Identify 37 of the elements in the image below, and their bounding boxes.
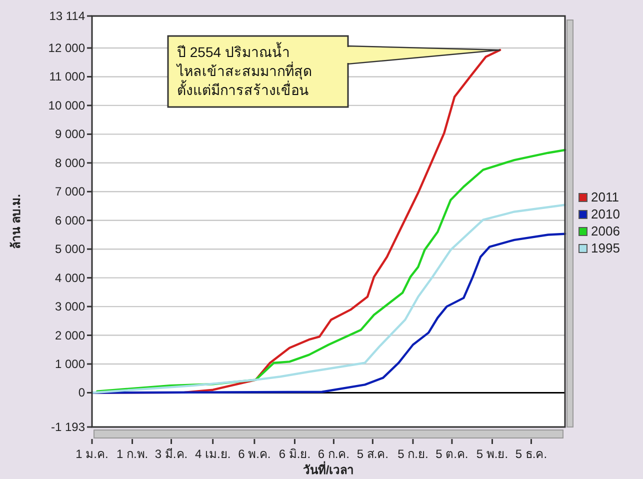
y-tick-label: 13 114 xyxy=(49,9,86,23)
y-tick-label: 9 000 xyxy=(54,127,86,142)
x-axis-title: วันที่/เวลา xyxy=(302,461,354,477)
x-tick-label: 1 ก.พ. xyxy=(116,447,148,461)
x-tick-label: 6 พ.ค. xyxy=(238,447,271,461)
legend-label: 2006 xyxy=(591,224,620,238)
y-tick-label: 8 000 xyxy=(54,156,86,170)
x-tick-label: 4 เม.ย. xyxy=(195,447,231,461)
line-series xyxy=(90,204,566,394)
y-tick-label: 1 000 xyxy=(54,357,86,371)
legend-label: 2011 xyxy=(591,190,619,204)
line-series xyxy=(96,148,566,392)
y-tick-label: 5 000 xyxy=(54,242,86,256)
x-tick-label: 1 ม.ค. xyxy=(76,447,108,461)
y-tick-label: 0 xyxy=(78,386,86,400)
y-tick-label: 4 000 xyxy=(54,270,86,285)
x-tick-label: 5 ก.ย. xyxy=(398,447,428,461)
y-axis-title: ล้าน ลบ.ม. xyxy=(9,194,23,250)
y-tick-label: 2 000 xyxy=(54,328,86,342)
y-tick-label: 7 000 xyxy=(54,184,86,199)
x-tick-label: 5 ต.ค. xyxy=(436,447,468,461)
x-tick-label: 6 ก.ค. xyxy=(318,447,350,461)
y-tick-label: 6 000 xyxy=(54,213,86,228)
x-tick-label: 5 ส.ค. xyxy=(356,447,389,461)
x-tick-label: 6 มิ.ย. xyxy=(278,447,311,461)
annotation: ปี 2554 ปริมาณน้ำ ไหลเข้าสะสมมากที่สุด ตั้งแต่มีการสร้างเขื่อน xyxy=(176,42,312,98)
y-tick-label: 12 000 xyxy=(48,41,86,55)
y-tick-label: -1 193 xyxy=(50,420,86,434)
y-tick-label: 10 000 xyxy=(48,98,86,112)
legend-label: 2010 xyxy=(591,206,620,222)
x-tick-label: 5 ธ.ค. xyxy=(515,447,548,461)
y-tick-label: 11 000 xyxy=(49,70,86,84)
legend-label: 1995 xyxy=(591,240,620,256)
x-tick-label: 3 มี.ค. xyxy=(154,447,188,461)
line-series xyxy=(90,232,566,394)
y-tick-label: 3 000 xyxy=(54,300,86,314)
x-tick-label: 5 พ.ย. xyxy=(476,447,508,461)
